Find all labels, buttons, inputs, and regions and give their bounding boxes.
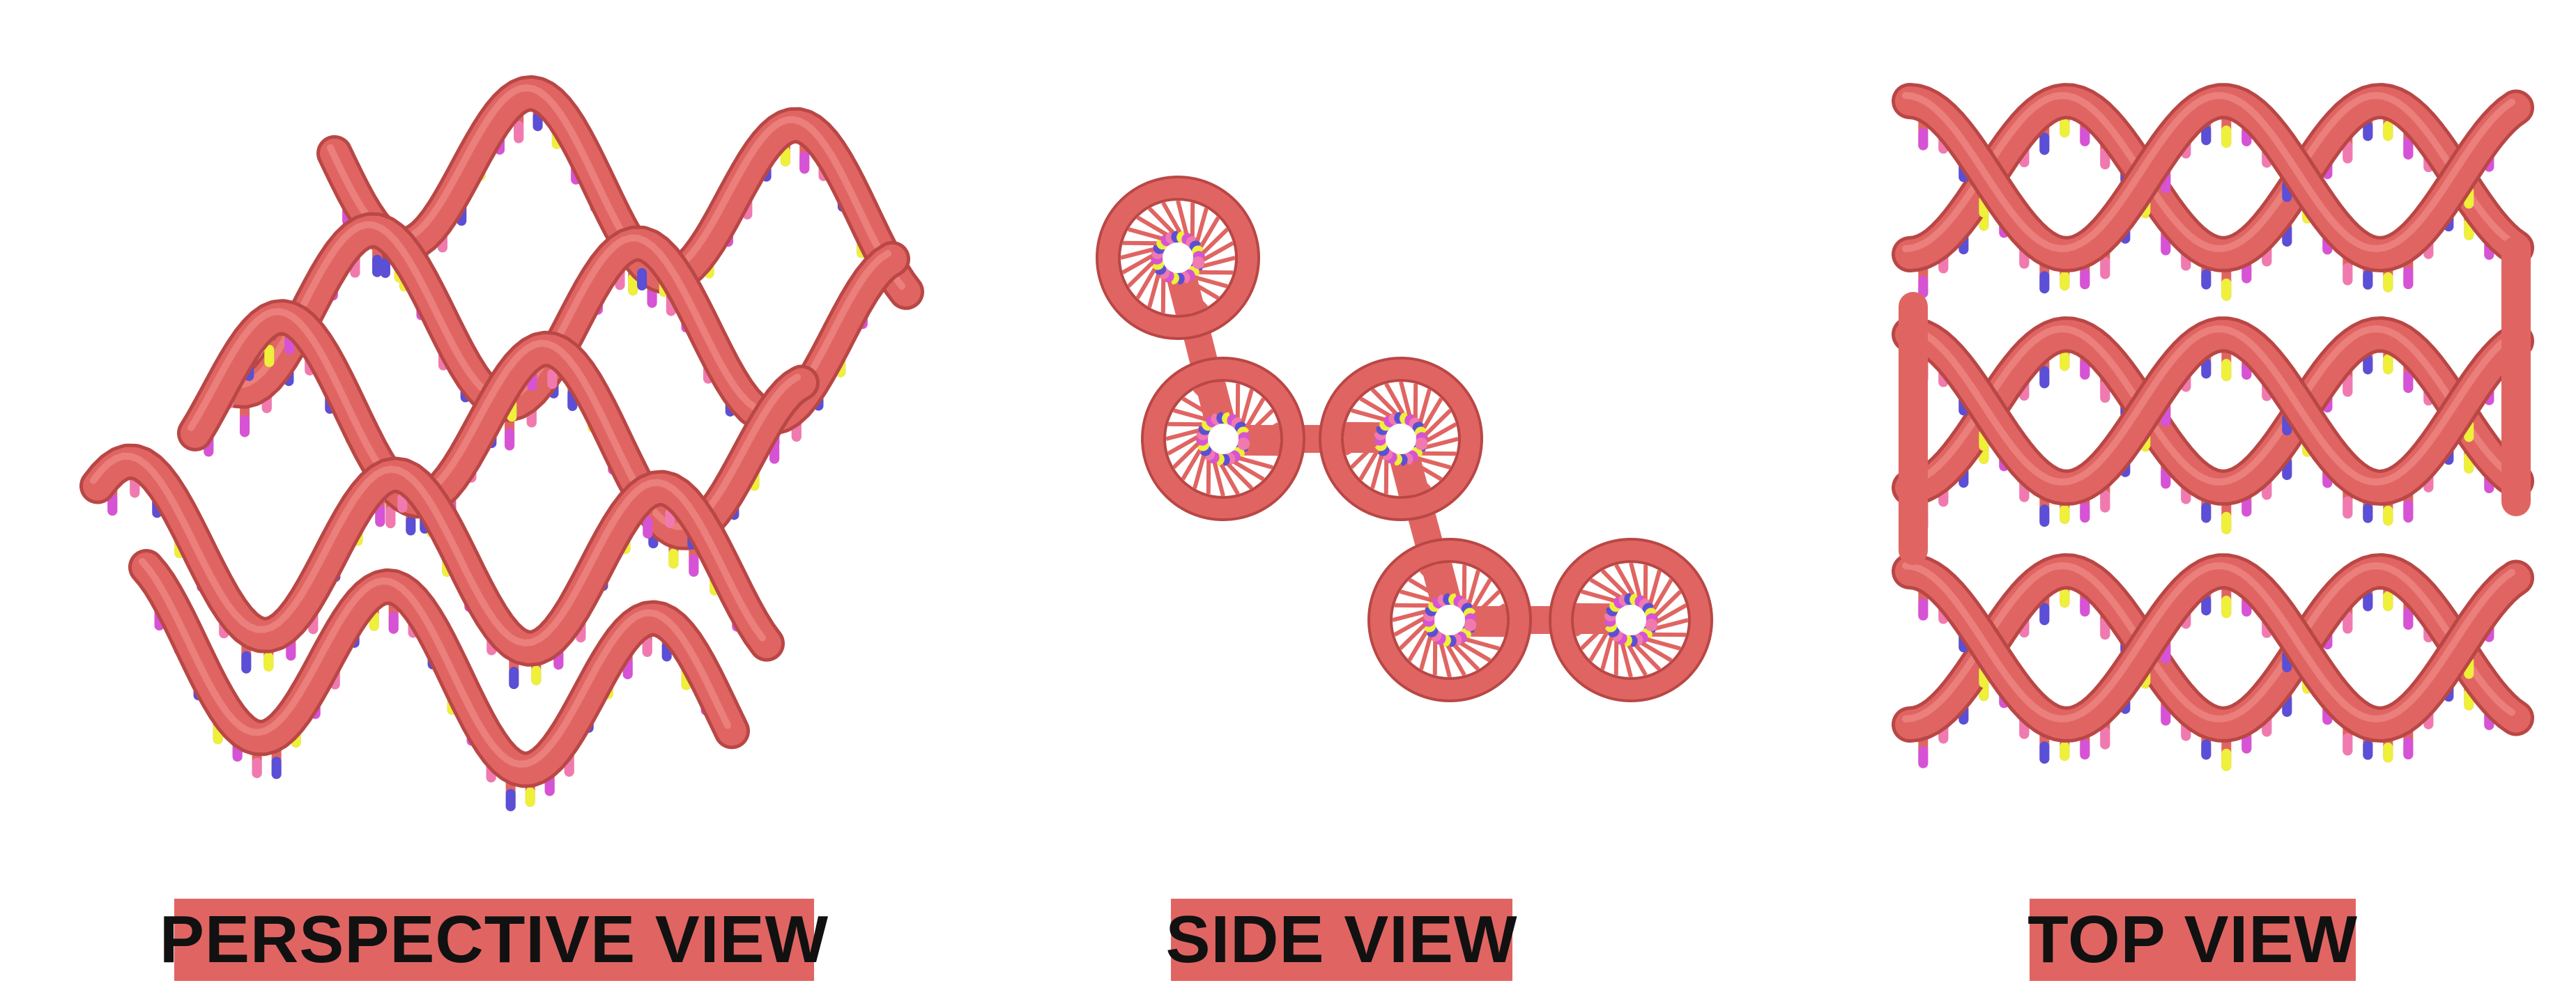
side-view-helix-ring: [1141, 357, 1305, 521]
side-view-helix-ring: [1319, 357, 1483, 521]
side-view-label: SIDE VIEW: [1165, 899, 1517, 981]
side-view-helix-ring: [1096, 176, 1260, 340]
top-view-strand: [1892, 553, 2534, 764]
side-view-helix-ring: [1367, 538, 1532, 702]
side-view-panel: [1096, 176, 1713, 702]
perspective-view-panel: [79, 75, 924, 812]
top-view-strand: [1892, 316, 2534, 527]
top-view-label: TOP VIEW: [2027, 899, 2357, 981]
side-view-helix-ring: [1549, 538, 1713, 702]
top-view-panel: [1892, 83, 2534, 771]
perspective-view-strand: [128, 549, 750, 812]
perspective-view-strand: [79, 443, 785, 690]
perspective-view-label: PERSPECTIVE VIEW: [160, 899, 828, 981]
top-view-strand: [1892, 83, 2534, 294]
